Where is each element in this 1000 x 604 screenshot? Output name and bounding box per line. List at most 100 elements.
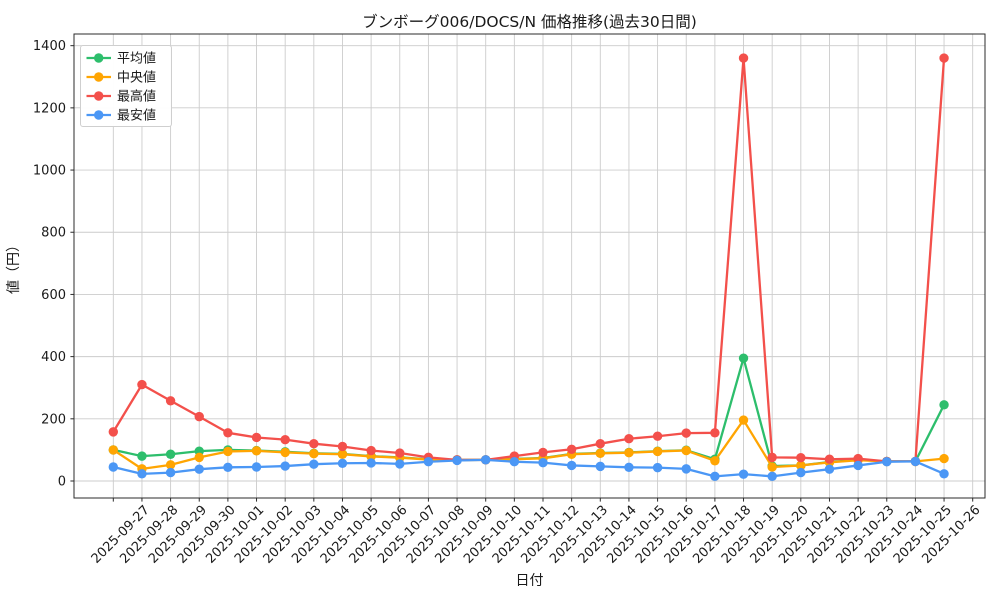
data-point <box>939 453 949 464</box>
legend-box <box>80 45 172 127</box>
data-point <box>710 456 720 466</box>
data-point <box>137 379 147 390</box>
axes-border <box>73 33 986 499</box>
data-point <box>481 455 491 465</box>
data-point <box>681 445 691 456</box>
y-tick-label: 600 <box>41 288 66 303</box>
series-line <box>113 458 945 478</box>
data-point <box>366 445 376 456</box>
data-point <box>337 441 348 452</box>
data-point <box>681 464 691 474</box>
y-tick-label: 800 <box>41 226 66 241</box>
data-point <box>652 462 663 473</box>
series-line <box>112 56 946 463</box>
data-point <box>796 452 806 463</box>
data-point <box>280 461 290 471</box>
data-point <box>624 448 634 458</box>
data-point <box>395 459 405 469</box>
legend-marker <box>94 53 104 63</box>
data-point <box>595 448 605 459</box>
data-point <box>194 452 204 463</box>
data-point <box>824 464 835 474</box>
series-line <box>112 418 945 471</box>
data-series <box>108 53 949 482</box>
data-point <box>595 438 605 449</box>
data-point <box>595 461 605 472</box>
data-point <box>910 456 921 467</box>
data-point <box>108 462 119 472</box>
y-tick-label: 0 <box>58 475 66 490</box>
data-point <box>824 454 835 464</box>
y-tick-label: 400 <box>41 350 66 365</box>
y-axis-label: 値（円） <box>6 238 22 294</box>
y-tick-label: 1400 <box>33 39 66 54</box>
data-point <box>165 396 176 406</box>
data-point <box>108 427 119 437</box>
data-point <box>882 457 892 467</box>
data-point <box>108 445 119 455</box>
data-point <box>337 458 348 468</box>
data-point <box>796 467 806 478</box>
data-point <box>251 446 262 456</box>
data-point <box>280 434 290 445</box>
legend-label: 中央値 <box>117 70 156 86</box>
legend-label: 最高値 <box>117 89 156 105</box>
legend-marker <box>94 110 104 120</box>
data-point <box>710 428 720 438</box>
data-point <box>566 460 577 471</box>
data-point <box>710 471 720 482</box>
data-point <box>939 469 949 479</box>
data-point <box>509 457 520 467</box>
x-axis-label: 日付 <box>516 573 544 589</box>
data-point <box>538 447 548 458</box>
data-point <box>624 462 634 473</box>
data-point <box>137 451 147 461</box>
series-最安値 <box>108 455 949 482</box>
data-point <box>194 411 204 422</box>
data-point <box>366 458 376 468</box>
data-point <box>423 457 434 467</box>
data-point <box>939 400 949 410</box>
y-tick-label: 1000 <box>33 164 66 179</box>
data-point <box>137 469 147 479</box>
data-point <box>738 469 749 479</box>
data-point <box>194 464 204 474</box>
data-point <box>452 455 462 466</box>
data-point <box>223 446 233 457</box>
data-point <box>681 428 691 438</box>
data-point <box>767 462 777 472</box>
data-point <box>251 432 262 443</box>
data-point <box>738 53 749 63</box>
data-point <box>738 353 749 363</box>
legend-label: 平均値 <box>117 51 156 67</box>
data-point <box>767 471 777 482</box>
data-point <box>165 449 176 459</box>
data-point <box>652 431 663 441</box>
data-point <box>251 462 262 472</box>
data-point <box>223 428 233 438</box>
legend-marker <box>94 91 104 101</box>
legend-marker <box>94 72 104 82</box>
data-point <box>853 453 863 464</box>
data-point <box>652 446 663 457</box>
data-point <box>624 434 634 444</box>
y-tick-label: 1200 <box>33 101 66 116</box>
data-point <box>538 457 548 468</box>
data-point <box>165 460 176 470</box>
data-point <box>309 448 319 459</box>
tick-marks <box>70 45 974 502</box>
data-point <box>395 448 405 458</box>
data-point <box>165 467 176 478</box>
data-point <box>309 438 319 449</box>
data-point <box>337 449 348 459</box>
data-point <box>280 447 290 458</box>
data-point <box>738 415 749 425</box>
data-point <box>223 462 233 473</box>
data-point <box>566 444 577 454</box>
series-最高値 <box>108 53 949 467</box>
data-point <box>939 53 949 63</box>
y-tick-label: 200 <box>41 412 66 427</box>
